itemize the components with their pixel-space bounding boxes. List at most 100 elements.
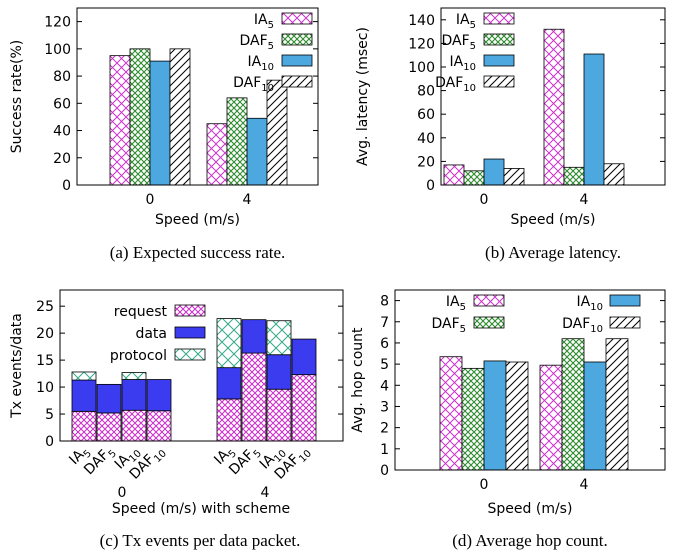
y-tick-label: 40 [53,124,71,140]
stack-data-group-4-bar-2 [266,354,292,390]
group-label: 4 [261,485,270,501]
legend-label-request: request [114,304,168,320]
bar-ia5-speed-0 [109,55,131,186]
bar-ia10-speed-0 [483,360,507,471]
legend-label-daf5: DAF5 [239,33,274,52]
y-tick-label: 5 [45,407,54,423]
stack-data-group-0-bar-3 [146,379,172,412]
legend-label-daf5: DAF5 [441,33,476,52]
x-tick-label: 4 [580,192,589,208]
caption: (a) Expected success rate. [110,243,286,262]
bar-ia5-speed-0 [439,356,463,471]
bar-ia5-speed-4 [206,123,228,186]
bar-ia5-speed-4 [539,364,563,471]
y-tick-label: 20 [36,326,54,342]
x-tick-label: 4 [580,477,589,493]
legend-swatch-daf5 [473,316,505,329]
stack-request-group-0-bar-2 [121,409,147,442]
bar-ia5-speed-0 [443,164,465,186]
x-axis-label: Speed (m/s) [488,501,573,517]
y-tick-label: 5 [380,357,389,373]
y-tick-label: 4 [380,378,389,394]
stack-request-group-4-bar-2 [266,388,292,442]
bar-daf10-speed-4 [605,338,629,471]
bar-ia5-speed-4 [543,28,565,186]
scheme-label-daf10: DAF10 [272,443,314,485]
stack-data-group-4-bar-3 [291,338,317,376]
bar-daf5-speed-0 [461,367,485,471]
bar-daf5-speed-4 [561,338,585,471]
stack-request-group-4-bar-0 [216,398,242,442]
y-tick-label: 0 [426,178,435,194]
bar-daf10-speed-0 [503,168,525,186]
stack-protocol-group-0-bar-2 [121,372,147,380]
y-tick-label: 0 [62,178,71,194]
legend-swatch-daf5 [281,33,313,46]
y-tick-label: 3 [380,399,389,415]
stack-request-group-4-bar-1 [241,352,267,442]
stack-request-group-0-bar-1 [96,412,122,442]
group-label: 0 [118,485,127,501]
y-tick-label: 15 [36,353,54,369]
legend-swatch-ia5 [473,294,505,307]
legend-label-daf5: DAF5 [431,316,466,335]
y-tick-label: 40 [417,131,435,147]
x-tick-label: 0 [480,477,489,493]
legend-label-data: data [135,326,167,342]
stack-data-group-0-bar-0 [71,379,97,412]
plot-frame [59,289,344,442]
x-tick-label: 0 [146,192,155,208]
legend-swatch-daf10 [281,75,313,88]
legend-swatch-protocol [174,348,206,361]
bar-ia10-speed-4 [583,361,607,471]
y-axis-label: Success rate(%) [9,40,25,153]
legend-swatch-ia10 [609,294,641,307]
y-tick-label: 2 [380,421,389,437]
y-tick-label: 10 [36,380,54,396]
caption: (b) Average latency. [485,243,621,262]
legend-label-ia5: IA5 [254,12,274,31]
stack-request-group-0-bar-0 [71,410,97,442]
bar-daf5-speed-4 [563,166,585,186]
legend-label-daf10: DAF10 [435,75,476,94]
y-tick-label: 0 [380,463,389,479]
stack-protocol-group-4-bar-0 [216,318,242,369]
y-tick-label: 120 [408,36,435,52]
legend-label-ia10: IA10 [577,294,603,313]
y-tick-label: 140 [408,13,435,29]
y-axis-label: Tx events/data [9,313,25,419]
legend-label-ia10: IA10 [450,54,476,73]
bar-daf10-speed-0 [505,361,529,471]
legend-swatch-daf5 [483,33,515,46]
legend-swatch-ia10 [483,54,515,67]
stack-data-group-4-bar-1 [241,319,267,354]
x-axis-label: Speed (m/s) [511,212,596,228]
legend-label-ia10: IA10 [248,54,274,73]
bar-daf5-speed-0 [463,170,485,186]
legend-swatch-ia5 [281,12,313,25]
plot-frame [440,7,666,186]
legend-label-daf10: DAF10 [233,75,274,94]
y-axis-label: Avg. hop count [350,327,366,433]
y-tick-label: 20 [53,151,71,167]
y-tick-label: 1 [380,442,389,458]
y-tick-label: 0 [45,434,54,450]
bar-ia10-speed-4 [583,53,605,186]
bar-daf10-speed-4 [266,79,288,186]
y-tick-label: 120 [44,15,71,31]
legend-label-protocol: protocol [110,348,167,364]
scheme-label-daf10: DAF10 [127,443,169,485]
legend-swatch-ia5 [483,12,515,25]
legend-label-ia5: IA5 [446,294,466,313]
x-tick-label: 0 [480,192,489,208]
bar-daf5-speed-4 [226,97,248,186]
y-tick-label: 25 [36,299,54,315]
y-tick-label: 20 [417,154,435,170]
bar-daf10-speed-0 [169,48,191,186]
stack-request-group-0-bar-3 [146,410,172,442]
legend-swatch-request [174,304,206,317]
chart-d-hop-count: 0 4 0 1 2 3 4 5 6 7 8 Avg. hop count Speed (m/s) (d) … [350,289,666,550]
y-axis-label: Avg. latency (msec) [355,27,371,166]
